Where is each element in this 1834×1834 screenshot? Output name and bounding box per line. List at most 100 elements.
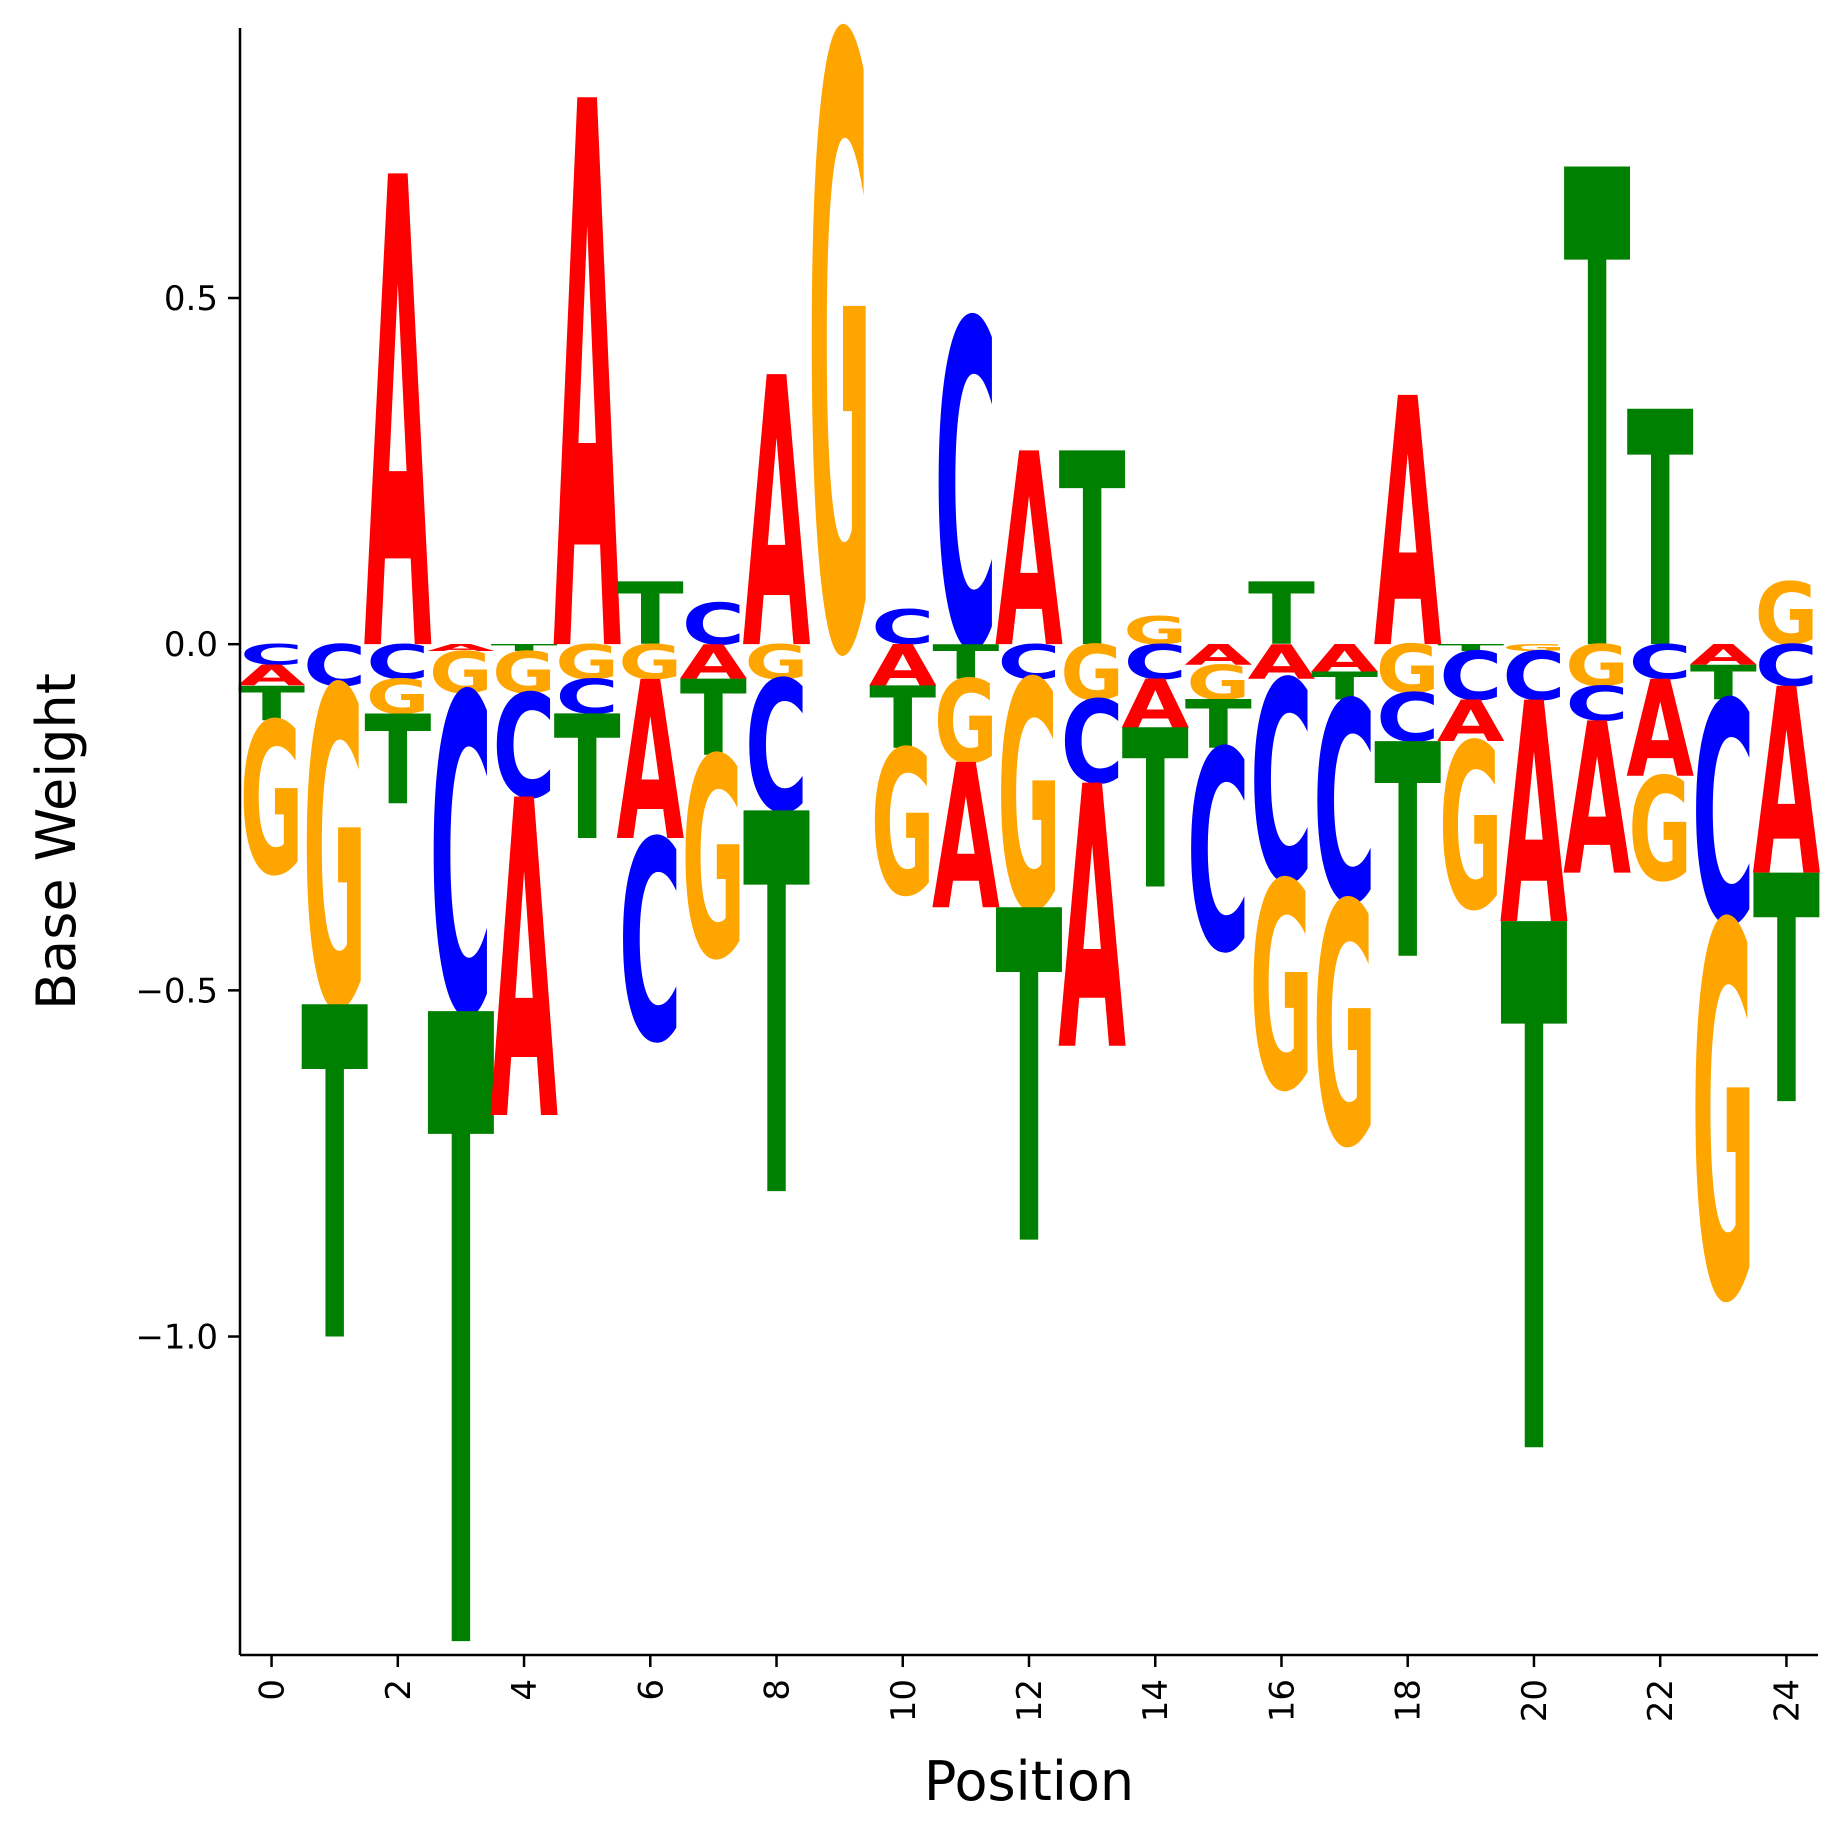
- logo-letter-10-C: C: [871, 601, 934, 656]
- x-tick-label: 0: [253, 1679, 293, 1701]
- logo-letter-16-C: C: [1250, 626, 1313, 946]
- logo-letter-20-T: T: [1500, 779, 1567, 1618]
- logo-letter-18-A: A: [1374, 326, 1442, 725]
- logo-letter-15-T: T: [1185, 686, 1252, 764]
- logo-letter-11-A: A: [932, 723, 1000, 955]
- y-tick-label: 0.5: [164, 279, 218, 319]
- logo-letter-10-T: T: [869, 669, 936, 768]
- logo-letter-6-G: G: [619, 635, 683, 690]
- logo-letter-3-T: T: [427, 840, 494, 1834]
- x-tick-label: 20: [1515, 1679, 1555, 1722]
- logo-letter-2-A: A: [364, 44, 432, 797]
- x-tick-label: 4: [505, 1679, 545, 1701]
- logo-letter-8-C: C: [745, 644, 808, 853]
- logo-letter-13-A: A: [1058, 710, 1126, 1131]
- logo-letter-13-G: G: [1060, 630, 1123, 718]
- logo-letter-7-T: T: [680, 658, 747, 780]
- logo-letter-4-T: T: [491, 642, 559, 653]
- logo-letter-11-C: C: [934, 230, 997, 749]
- y-axis-ticks: 0.5 0.0 −0.5 −1.0: [135, 279, 240, 1358]
- logo-letter-0-T: T: [238, 677, 305, 732]
- logo-letter-16-T: T: [1248, 565, 1315, 664]
- logo-letter-13-T: T: [1059, 399, 1126, 708]
- logo-letter-24-A: A: [1753, 636, 1821, 934]
- logo-letter-15-C: C: [1187, 695, 1250, 1015]
- logo-letter-3-C: C: [429, 607, 492, 1115]
- x-tick-label: 12: [1010, 1679, 1050, 1722]
- logo-letter-16-A: A: [1248, 635, 1316, 690]
- logo-letter-13-C: C: [1061, 676, 1124, 809]
- x-axis-ticks: 0 2 4 6 8 10 12 14 16 18 20 22 24: [253, 1655, 1807, 1722]
- logo-letter-7-G: G: [682, 700, 746, 1021]
- logo-letter-12-T: T: [996, 817, 1063, 1348]
- y-axis-title: Base Weight: [25, 673, 88, 1010]
- logo-letter-12-G: G: [997, 616, 1061, 981]
- y-tick-label: −0.5: [135, 971, 218, 1011]
- logo-letter-14-G: G: [1123, 609, 1187, 653]
- logo-letter-12-A: A: [995, 397, 1063, 707]
- logo-letter-11-T: T: [932, 635, 999, 690]
- logo-letter-8-G: G: [745, 635, 809, 690]
- logo-letter-17-T: T: [1311, 664, 1378, 708]
- logo-letter-24-G: G: [1755, 566, 1819, 666]
- logo-letter-18-T: T: [1374, 682, 1441, 1025]
- logo-letter-21-G: G: [1565, 634, 1629, 700]
- logo-letter-4-G: G: [492, 641, 556, 707]
- logo-letter-23-A: A: [1689, 639, 1758, 672]
- logo-letter-19-T: T: [1437, 642, 1505, 653]
- logo-letter-12-C: C: [997, 636, 1060, 691]
- logo-letter-22-C: C: [1629, 636, 1692, 691]
- logo-letter-22-G: G: [1628, 749, 1692, 914]
- y-tick-label: 0.0: [164, 625, 218, 665]
- x-tick-label: 16: [1262, 1679, 1302, 1722]
- logo-letter-9-G: G: [808, 0, 872, 841]
- logo-letter-14-A: A: [1121, 667, 1189, 744]
- logo-letter-15-A: A: [1184, 639, 1253, 672]
- logo-letter-6-C: C: [619, 785, 682, 1105]
- x-axis-title: Position: [924, 1750, 1134, 1813]
- logo-letter-10-A: A: [869, 633, 937, 699]
- logo-letter-7-C: C: [682, 592, 745, 658]
- logo-letter-21-A: A: [1563, 678, 1631, 922]
- logo-letter-6-T: T: [617, 565, 684, 664]
- logo-letter-7-A: A: [679, 635, 747, 690]
- logo-letter-4-A: A: [490, 711, 558, 1218]
- logo-letter-23-T: T: [1690, 656, 1757, 711]
- logo-letter-20-C: C: [1502, 639, 1565, 716]
- x-tick-label: 6: [631, 1679, 671, 1701]
- logo-letter-15-G: G: [1187, 656, 1251, 711]
- logo-letter-22-A: A: [1626, 652, 1694, 808]
- logo-letter-23-G: G: [1692, 821, 1756, 1417]
- logo-letter-24-C: C: [1755, 633, 1818, 699]
- logo-letter-0-G: G: [240, 680, 304, 923]
- logo-letter-19-G: G: [1439, 697, 1503, 962]
- logo-letter-2-C: C: [366, 636, 429, 691]
- logo-letter-14-C: C: [1124, 636, 1187, 691]
- logo-letter-24-T: T: [1753, 810, 1820, 1176]
- logo-letter-10-G: G: [871, 709, 935, 941]
- logo-letter-16-G: G: [1250, 824, 1314, 1156]
- logo-letter-5-T: T: [554, 680, 621, 879]
- logo-letter-3-A: A: [427, 642, 495, 653]
- logo-letter-1-G: G: [303, 599, 367, 1107]
- logo-letter-8-A: A: [743, 302, 811, 733]
- logo-letter-22-T: T: [1627, 345, 1694, 721]
- logo-letter-19-A: A: [1437, 689, 1505, 755]
- logo-letter-19-C: C: [1439, 639, 1502, 716]
- x-tick-label: 8: [758, 1679, 798, 1701]
- logo-letter-23-C: C: [1692, 639, 1755, 993]
- logo-letter-20-G: G: [1502, 642, 1565, 653]
- logo-letter-0-C: C: [240, 639, 303, 672]
- logo-letter-1-T: T: [301, 913, 368, 1444]
- logo-letter-1-C: C: [303, 633, 366, 699]
- logo-letter-17-A: A: [1311, 636, 1379, 680]
- logo-letter-20-A: A: [1500, 638, 1568, 993]
- logo-letter-6-A: A: [616, 637, 684, 890]
- logo-letter-3-G: G: [429, 641, 493, 707]
- y-tick-label: −1.0: [135, 1318, 218, 1358]
- logo-letter-11-G: G: [934, 657, 998, 789]
- logo-letter-17-G: G: [1313, 834, 1377, 1221]
- logo-letter-21-C: C: [1566, 677, 1629, 732]
